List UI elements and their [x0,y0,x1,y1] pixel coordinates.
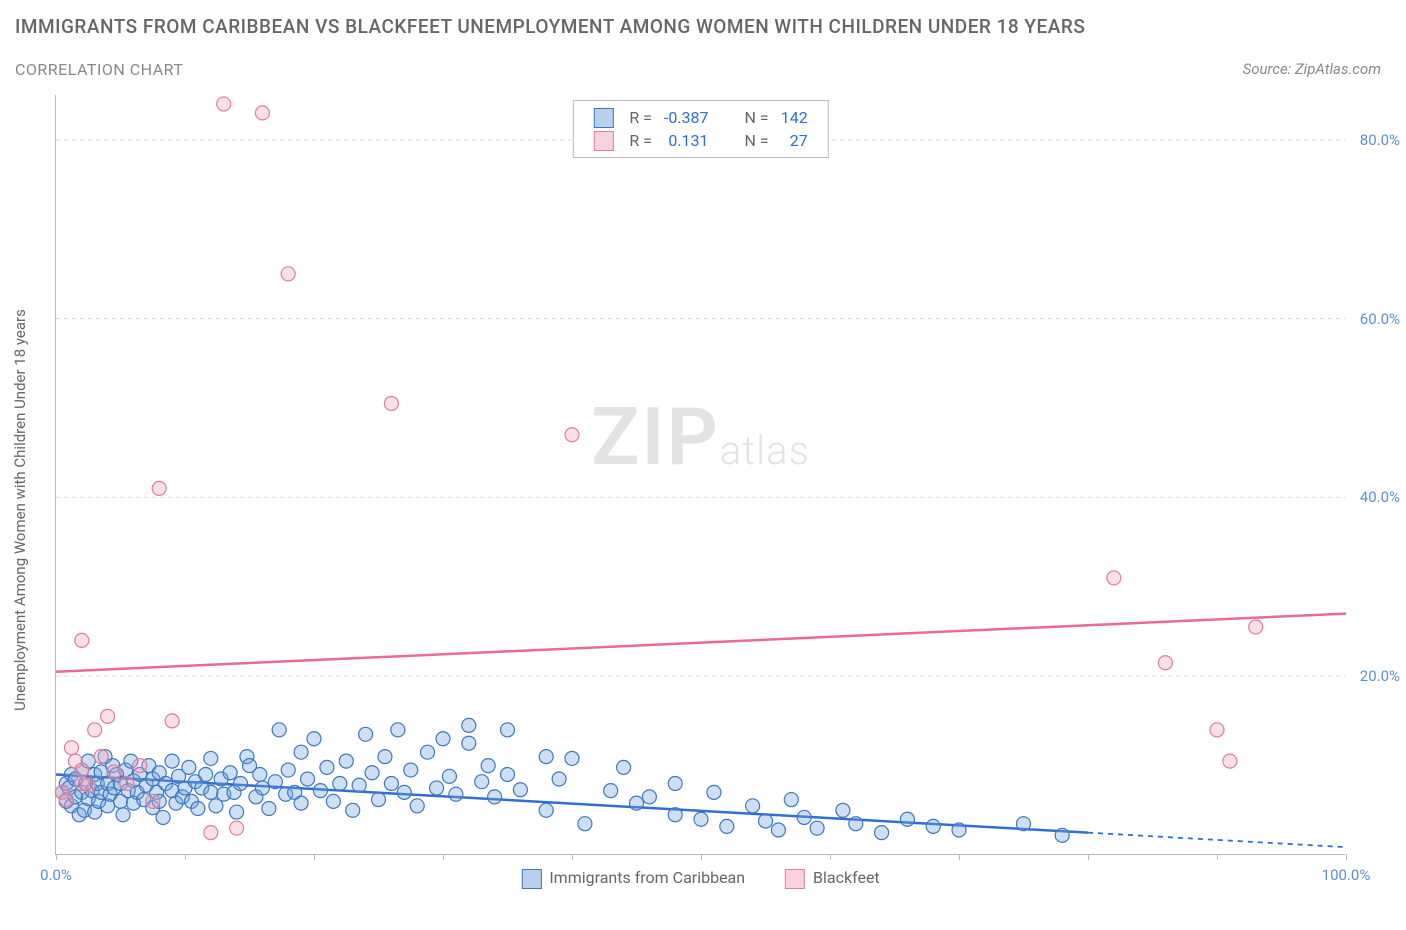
r-value-blackfeet: 0.131 [658,129,715,152]
x-tick-mark [959,854,960,860]
plot-area: ZIPatlas R = -0.387 N = 142 R = 0.131 [55,95,1345,855]
stats-row-blackfeet: R = 0.131 N = 27 [587,129,813,152]
swatch-caribbean [593,108,613,128]
chart-container: Unemployment Among Women with Children U… [0,90,1406,930]
legend-item-blackfeet: Blackfeet [785,868,880,889]
stats-row-caribbean: R = -0.387 N = 142 [587,106,813,129]
n-label: N = [739,129,775,152]
swatch-blackfeet [593,131,613,151]
chart-subtitle: CORRELATION CHART [15,60,183,79]
x-tick-mark [701,854,702,860]
y-tick-label: 80.0% [1360,131,1400,149]
chart-title: IMMIGRANTS FROM CARIBBEAN VS BLACKFEET U… [15,15,1085,38]
r-value-caribbean: -0.387 [658,106,715,129]
plot-svg [56,95,1345,854]
y-tick-label: 60.0% [1360,310,1400,328]
legend-label-caribbean: Immigrants from Caribbean [549,868,745,887]
x-tick-mark [56,854,57,860]
y-axis-label: Unemployment Among Women with Children U… [11,309,29,711]
legend-label-blackfeet: Blackfeet [813,868,880,887]
x-tick-mark [1088,854,1089,860]
legend-item-caribbean: Immigrants from Caribbean [521,868,745,889]
source-label: Source: ZipAtlas.com [1243,60,1381,78]
x-tick-mark [1217,854,1218,860]
x-tick-mark [443,854,444,860]
n-value-blackfeet: 27 [775,129,814,152]
x-tick-mark [185,854,186,860]
swatch-caribbean [521,869,541,889]
x-tick-label: 0.0% [40,866,72,884]
y-tick-label: 40.0% [1360,488,1400,506]
r-label: R = [623,129,658,152]
x-tick-mark [314,854,315,860]
x-tick-mark [572,854,573,860]
n-label: N = [739,106,775,129]
stats-legend: R = -0.387 N = 142 R = 0.131 N = 27 [572,100,828,158]
x-tick-mark [1346,854,1347,860]
n-value-caribbean: 142 [775,106,814,129]
x-tick-mark [830,854,831,860]
y-tick-label: 20.0% [1360,667,1400,685]
r-label: R = [623,106,658,129]
swatch-blackfeet [785,869,805,889]
series-legend: Immigrants from Caribbean Blackfeet [503,868,897,889]
x-tick-label: 100.0% [1322,866,1371,884]
